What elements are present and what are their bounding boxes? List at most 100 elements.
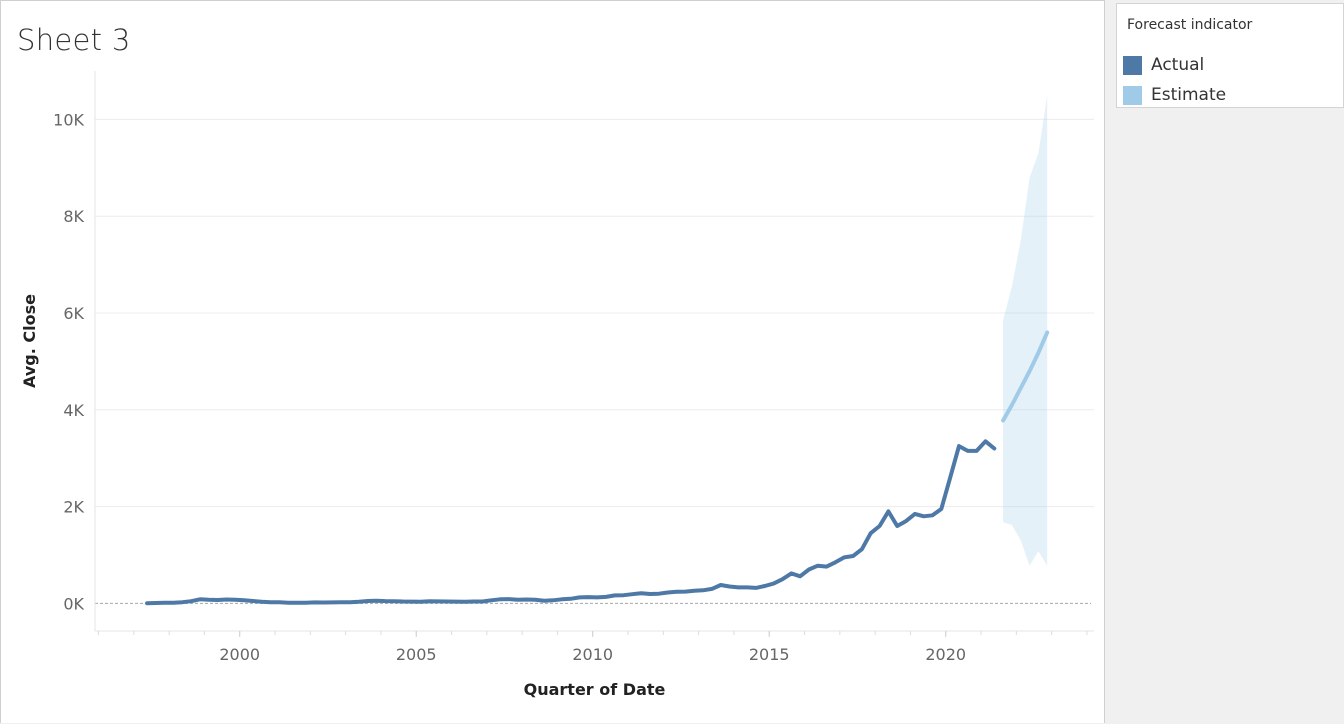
data-point-actual xyxy=(224,597,228,601)
data-point-actual xyxy=(886,509,890,513)
legend-item-actual[interactable]: Actual xyxy=(1123,54,1338,78)
x-tick-label: 2010 xyxy=(572,645,613,664)
worksheet-panel: Sheet 3 0K 2K 4K 6K 8K 10K 2000 2005 2010 2015 202… xyxy=(0,0,1105,723)
data-point-actual xyxy=(471,599,475,603)
data-point-actual xyxy=(418,600,422,604)
legend-panel: Forecast indicator Actual Estimate xyxy=(1116,3,1344,108)
data-point-actual xyxy=(798,574,802,578)
sheet-title: Sheet 3 xyxy=(17,23,131,57)
y-axis-title: Avg. Close xyxy=(20,294,39,388)
data-point-actual xyxy=(560,597,564,601)
data-point-actual xyxy=(842,555,846,559)
data-point-estimate xyxy=(1036,351,1040,355)
data-point-actual xyxy=(551,598,555,602)
data-point-actual xyxy=(436,599,440,603)
data-point-actual xyxy=(189,599,193,603)
data-point-actual xyxy=(268,600,272,604)
data-point-actual xyxy=(586,595,590,599)
data-point-actual xyxy=(357,600,361,604)
data-point-actual xyxy=(666,590,670,594)
data-point-actual xyxy=(577,595,581,599)
x-tick-label: 2020 xyxy=(925,645,966,664)
y-tick-label: 4K xyxy=(63,401,84,420)
data-point-actual xyxy=(913,512,917,516)
series-layer xyxy=(145,330,1050,606)
data-point-actual xyxy=(145,601,149,605)
data-point-actual xyxy=(648,592,652,596)
data-point-actual xyxy=(286,601,290,605)
data-point-actual xyxy=(974,449,978,453)
data-point-actual xyxy=(930,513,934,517)
data-point-actual xyxy=(366,599,370,603)
data-point-estimate xyxy=(1001,418,1005,422)
data-point-actual xyxy=(895,524,899,528)
data-point-actual xyxy=(454,599,458,603)
data-point-actual xyxy=(463,600,467,604)
axes: 0K 2K 4K 6K 8K 10K 2000 2005 2010 2015 2020 Quarter… xyxy=(20,71,1094,699)
data-point-actual xyxy=(489,598,493,602)
data-point-actual xyxy=(180,600,184,604)
data-point-actual xyxy=(869,531,873,535)
data-point-actual xyxy=(983,439,987,443)
data-point-actual xyxy=(163,601,167,605)
data-point-actual xyxy=(427,599,431,603)
x-tick-label: 2000 xyxy=(219,645,260,664)
data-point-actual xyxy=(807,567,811,571)
data-point-actual xyxy=(383,599,387,603)
data-point-actual xyxy=(516,598,520,602)
data-point-estimate xyxy=(1045,330,1049,334)
series-line-estimate xyxy=(1001,330,1050,423)
data-point-actual xyxy=(445,599,449,603)
data-point-actual xyxy=(851,554,855,558)
data-point-actual xyxy=(260,600,264,604)
data-point-actual xyxy=(216,598,220,602)
data-point-actual xyxy=(569,597,573,601)
data-point-actual xyxy=(207,598,211,602)
data-point-actual xyxy=(277,600,281,604)
legend-label-actual: Actual xyxy=(1151,55,1205,75)
x-tick-label: 2005 xyxy=(396,645,437,664)
data-point-actual xyxy=(321,600,325,604)
data-point-actual xyxy=(833,560,837,564)
data-point-actual xyxy=(780,577,784,581)
data-point-actual xyxy=(789,571,793,575)
data-point-actual xyxy=(410,599,414,603)
line-chart[interactable]: 0K 2K 4K 6K 8K 10K 2000 2005 2010 2015 2020 Quarter… xyxy=(1,1,1106,724)
y-tick-label: 0K xyxy=(63,594,84,613)
data-point-actual xyxy=(198,597,202,601)
data-point-actual xyxy=(604,595,608,599)
data-point-actual xyxy=(401,599,405,603)
legend-item-estimate[interactable]: Estimate xyxy=(1123,84,1338,108)
legend-swatch-actual xyxy=(1123,56,1142,75)
data-point-actual xyxy=(719,583,723,587)
data-point-actual xyxy=(939,507,943,511)
forecast-band-estimate xyxy=(1003,95,1048,566)
data-point-actual xyxy=(524,597,528,601)
data-point-actual xyxy=(957,444,961,448)
data-point-actual xyxy=(330,600,334,604)
data-point-actual xyxy=(816,564,820,568)
data-point-actual xyxy=(710,587,714,591)
y-tick-label: 10K xyxy=(53,110,84,129)
data-point-actual xyxy=(613,593,617,597)
data-point-actual xyxy=(745,585,749,589)
data-point-actual xyxy=(251,599,255,603)
data-point-estimate xyxy=(1027,369,1031,373)
data-point-actual xyxy=(904,519,908,523)
data-point-actual xyxy=(339,600,343,604)
legend-swatch-estimate xyxy=(1123,86,1142,105)
data-point-actual xyxy=(763,584,767,588)
data-point-actual xyxy=(392,599,396,603)
data-point-actual xyxy=(922,514,926,518)
data-point-actual xyxy=(542,599,546,603)
data-point-actual xyxy=(771,581,775,585)
data-point-actual xyxy=(171,601,175,605)
data-point-actual xyxy=(498,597,502,601)
data-point-actual xyxy=(824,564,828,568)
data-point-actual xyxy=(507,597,511,601)
data-point-actual xyxy=(701,588,705,592)
data-point-actual xyxy=(233,598,237,602)
legend-title: Forecast indicator xyxy=(1127,17,1253,33)
data-point-actual xyxy=(754,586,758,590)
data-point-estimate xyxy=(1019,386,1023,390)
